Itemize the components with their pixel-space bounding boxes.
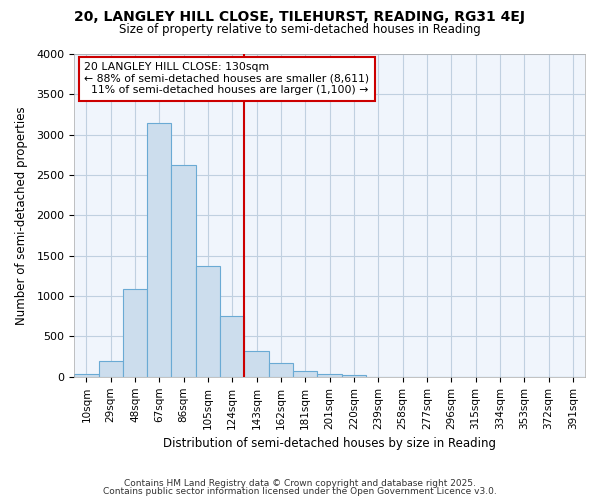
Bar [269,362,293,377]
Bar [196,266,220,377]
Bar [244,351,269,377]
Text: Contains HM Land Registry data © Crown copyright and database right 2025.: Contains HM Land Registry data © Crown c… [124,478,476,488]
Bar [293,371,317,377]
Bar [98,362,123,377]
Bar [317,374,342,377]
Bar [147,122,172,377]
Text: Contains public sector information licensed under the Open Government Licence v3: Contains public sector information licen… [103,487,497,496]
Text: Size of property relative to semi-detached houses in Reading: Size of property relative to semi-detach… [119,22,481,36]
Text: 20 LANGLEY HILL CLOSE: 130sqm
← 88% of semi-detached houses are smaller (8,611)
: 20 LANGLEY HILL CLOSE: 130sqm ← 88% of s… [85,62,370,96]
Bar [172,164,196,377]
Bar [123,289,147,377]
X-axis label: Distribution of semi-detached houses by size in Reading: Distribution of semi-detached houses by … [163,437,496,450]
Bar [74,374,98,377]
Text: 20, LANGLEY HILL CLOSE, TILEHURST, READING, RG31 4EJ: 20, LANGLEY HILL CLOSE, TILEHURST, READI… [74,10,526,24]
Bar [342,375,366,377]
Y-axis label: Number of semi-detached properties: Number of semi-detached properties [15,106,28,324]
Bar [220,316,244,377]
